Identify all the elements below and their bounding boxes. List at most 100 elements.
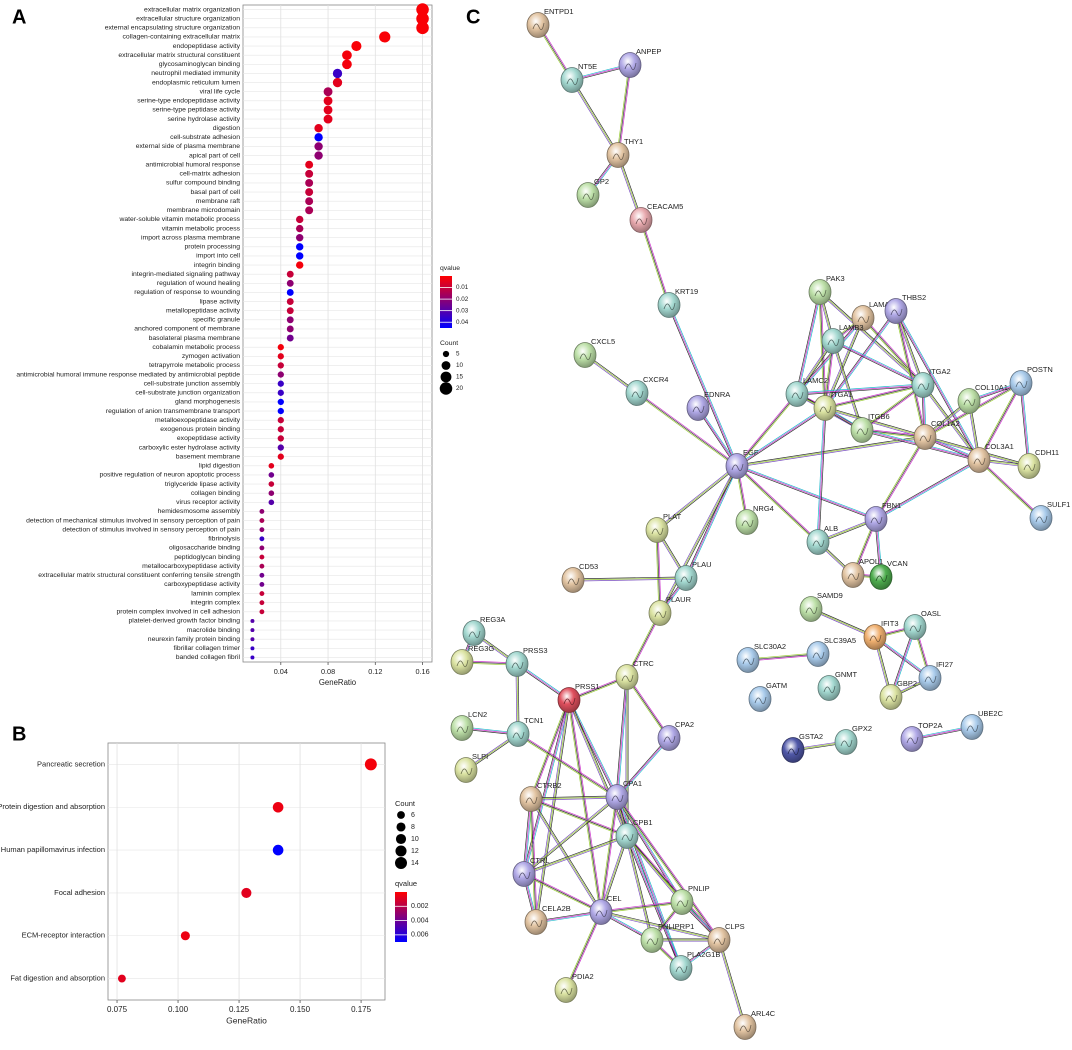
colorbar — [395, 892, 407, 942]
edge — [736, 407, 826, 467]
edge — [618, 65, 632, 156]
node-label: GATM — [766, 681, 787, 690]
node-label: SLPI — [472, 752, 488, 761]
node-structure — [595, 909, 608, 918]
y-tick-label: basement membrane — [176, 453, 240, 460]
edge — [567, 700, 627, 837]
node-structure — [567, 577, 580, 586]
dot — [332, 68, 343, 79]
edge — [636, 393, 737, 468]
x-axis-label: GeneRatio — [226, 1015, 267, 1025]
node-label: ITGB6 — [868, 412, 890, 421]
node-structure — [919, 434, 932, 443]
node-structure — [635, 217, 648, 226]
node-structure — [563, 697, 576, 706]
node-structure — [890, 308, 903, 317]
y-tick-label: lipid digestion — [199, 463, 240, 470]
node-label: CTRB2 — [537, 781, 562, 790]
node-label: IFIT3 — [881, 619, 899, 628]
edge — [600, 912, 719, 942]
y-tick-label: Pancreatic secretion — [37, 759, 105, 768]
edge — [599, 835, 627, 912]
y-tick-label: integrin complex — [191, 599, 241, 606]
edge — [534, 699, 569, 922]
y-tick-label: cell-substrate adhesion — [170, 134, 240, 141]
edge — [600, 835, 628, 913]
edge — [531, 798, 538, 922]
dot — [416, 3, 429, 16]
edge — [617, 796, 654, 940]
y-tick-label: external side of plasma membrane — [136, 143, 240, 150]
y-tick-label: cell-substrate junction organization — [135, 390, 240, 397]
dot — [342, 50, 352, 61]
edge — [524, 872, 602, 912]
y-tick-label: detection of mechanical stimulus involve… — [26, 517, 240, 524]
edge — [796, 291, 821, 395]
edge — [636, 392, 738, 467]
dot — [286, 307, 294, 315]
y-tick-label: external encapsulating structure organiz… — [105, 25, 240, 32]
dot — [295, 243, 304, 251]
edge — [660, 466, 739, 614]
y-tick-label: sulfur compound binding — [166, 180, 240, 187]
node-label: PLAUR — [666, 595, 692, 604]
edge — [524, 797, 618, 876]
y-tick-label: neurexin family protein binding — [148, 636, 240, 643]
node-structure — [754, 696, 767, 705]
size-label: 10 — [456, 362, 464, 369]
colorbar-label: 0.02 — [456, 296, 469, 303]
y-tick-label: Human papillomavirus infection — [1, 845, 105, 854]
edge — [824, 310, 897, 409]
edge — [737, 464, 819, 542]
edge — [617, 738, 671, 798]
edge — [569, 699, 619, 797]
node-structure — [646, 937, 659, 946]
dot — [250, 628, 255, 633]
node-label: CXCR4 — [643, 375, 668, 384]
edge — [796, 384, 924, 395]
node-label: KRT19 — [675, 287, 698, 296]
node-label: THBS2 — [902, 293, 926, 302]
node-structure — [885, 694, 898, 703]
dot — [314, 142, 323, 151]
y-tick-label: extracellular matrix structural constitu… — [38, 572, 240, 579]
node-label: PRSS3 — [523, 646, 548, 655]
dot — [286, 316, 294, 324]
edge — [820, 291, 827, 408]
edge — [640, 219, 670, 306]
node-label: REG3A — [480, 615, 505, 624]
edge — [895, 310, 924, 386]
edge — [833, 340, 864, 430]
dot — [323, 114, 333, 124]
legend-title: qvalue — [395, 879, 417, 888]
y-tick-label: extracellular structure organization — [136, 15, 240, 22]
y-tick-label: fibrinolysis — [208, 536, 240, 543]
edge — [978, 459, 1042, 519]
edge — [686, 466, 739, 579]
node-structure — [532, 22, 545, 31]
edge — [875, 458, 979, 519]
y-tick-label: lipase activity — [200, 298, 241, 305]
node-structure — [460, 767, 473, 776]
edge — [615, 797, 652, 941]
dot — [286, 279, 294, 287]
node-label: CTRC — [633, 659, 654, 668]
edge — [536, 700, 571, 923]
edge — [573, 578, 687, 582]
node-structure — [456, 725, 469, 734]
edge — [659, 465, 738, 614]
edge — [736, 465, 819, 543]
legend-title: qvalue — [440, 265, 460, 272]
dot — [277, 435, 284, 442]
edge — [523, 796, 618, 875]
node-label: ARL4C — [751, 1009, 776, 1018]
edge — [530, 796, 618, 800]
node-label: GNMT — [835, 670, 857, 679]
edge — [639, 220, 669, 306]
edge — [601, 910, 720, 940]
edge — [747, 652, 818, 660]
edge — [816, 407, 825, 542]
y-tick-label: Protein digestion and absorption — [0, 802, 105, 811]
edge — [832, 340, 863, 431]
node-label: COL10A1 — [975, 383, 1008, 392]
